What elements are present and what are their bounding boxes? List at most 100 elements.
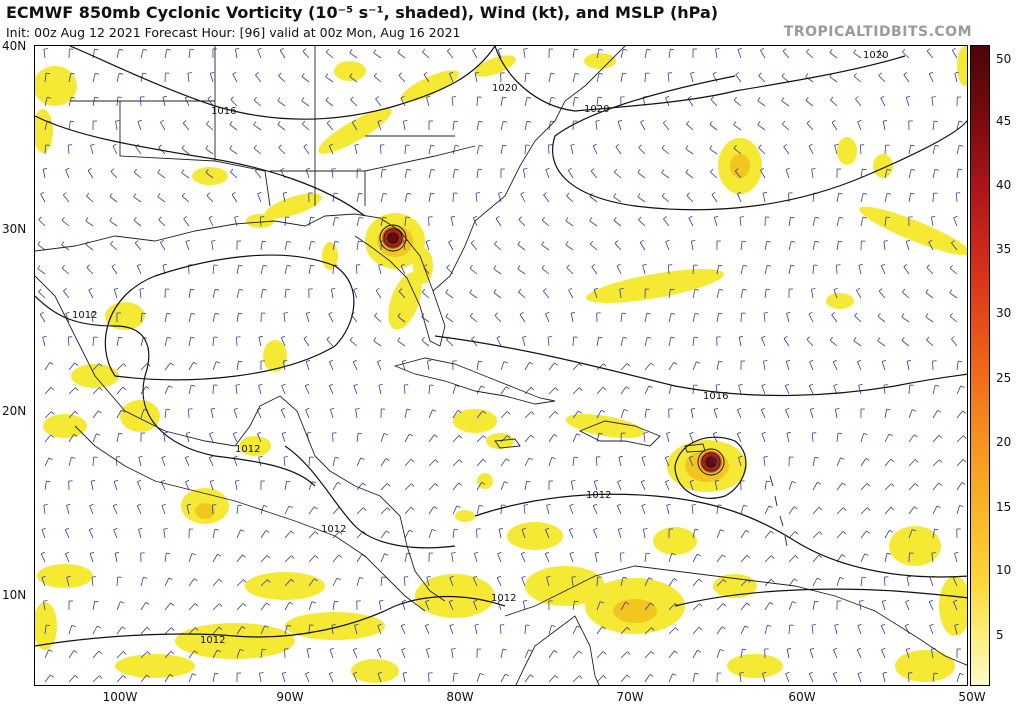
wind-barb [715, 49, 718, 59]
wind-barb-flag [889, 529, 894, 533]
wind-barb-flag [262, 648, 267, 650]
wind-barb [520, 553, 526, 563]
wind-barb [301, 100, 310, 107]
wind-barb [785, 409, 790, 419]
wind-barb [302, 51, 310, 59]
wind-barb [161, 457, 166, 467]
wind-barb [713, 217, 718, 227]
wind-barb [568, 290, 574, 299]
wind-barb-flag [403, 240, 408, 242]
wind-barb [284, 505, 290, 515]
wind-barb [592, 505, 598, 515]
wind-barb-flag [400, 95, 405, 99]
wind-barb-flag [401, 623, 406, 627]
wind-barb-flag [689, 479, 695, 482]
wind-barb-flag [615, 144, 620, 148]
wind-barb-flag [402, 599, 407, 602]
wind-barb-flag [426, 575, 431, 578]
wind-barb-flag [766, 240, 771, 243]
wind-barb [331, 169, 334, 179]
wind-barb [930, 217, 934, 227]
wind-barb-flag [915, 459, 919, 463]
wind-barb-flag [171, 627, 175, 631]
wind-barb-flag [502, 96, 507, 99]
wind-barb-flag [161, 503, 166, 506]
wind-barb-flag [670, 48, 675, 51]
wind-barb [596, 73, 600, 83]
wind-barb [404, 433, 410, 443]
wind-barb [735, 74, 742, 83]
wind-barb-flag [576, 625, 581, 629]
wind-barb [882, 673, 886, 683]
wind-barb-flag [43, 168, 48, 170]
wind-barb-flag [530, 434, 535, 439]
wind-barb [308, 217, 311, 227]
wind-barb-flag [809, 383, 814, 387]
wind-barb [140, 96, 142, 107]
wind-barb-flag [400, 263, 405, 267]
vorticity-strong-patch [195, 503, 215, 519]
wind-barb [332, 264, 335, 275]
wind-barb [424, 625, 430, 635]
wind-barb-flag [523, 48, 528, 50]
wind-barb-flag [673, 578, 678, 582]
wind-barb-flag [162, 95, 167, 98]
wind-barb [86, 195, 94, 203]
wind-barb-flag [185, 479, 190, 483]
wind-barb [377, 625, 382, 635]
wind-barb [134, 242, 142, 251]
wind-barb-flag [95, 72, 100, 75]
wind-barb-flag [746, 602, 751, 606]
wind-barb [881, 361, 886, 371]
wind-barb [809, 409, 814, 419]
wind-barb-flag [89, 503, 94, 507]
wind-barb [349, 76, 358, 83]
wind-barb [908, 169, 912, 179]
wind-barb-flag [888, 433, 893, 437]
wind-barb [330, 409, 334, 419]
wind-barb-flag [218, 626, 223, 631]
wind-barb [614, 243, 622, 251]
wind-barb-flag [430, 192, 435, 195]
wind-barb-flag [579, 675, 583, 679]
vorticity-patch [873, 154, 893, 178]
isobar-label: 1016 [703, 391, 728, 402]
wind-barb-flag [422, 48, 426, 53]
wind-barb [883, 385, 886, 395]
wind-barb-flag [565, 241, 569, 245]
wind-barb-flag [496, 335, 501, 339]
wind-barb-flag [337, 481, 342, 485]
wind-barb-flag [575, 72, 580, 75]
wind-barb-flag [523, 168, 528, 170]
wind-barb [92, 410, 99, 419]
wind-barb [188, 337, 192, 347]
wind-barb-flag [666, 503, 671, 506]
wind-barb-flag [359, 577, 364, 579]
wind-barb [925, 316, 934, 323]
wind-barb [812, 264, 815, 275]
wind-barb-flag [405, 216, 410, 218]
wind-barb [421, 340, 430, 347]
wind-barb [884, 217, 887, 227]
wind-barb [783, 338, 790, 347]
wind-barb-flag [480, 385, 485, 389]
wind-barb-flag [646, 48, 651, 51]
wind-barb [183, 218, 190, 227]
wind-barb-flag [91, 312, 96, 314]
wind-barb [116, 433, 120, 443]
wind-barb-flag [375, 96, 379, 100]
wind-barb [714, 481, 718, 491]
wind-barb [904, 625, 910, 635]
wind-barb [637, 172, 646, 179]
wind-barb-flag [407, 192, 412, 195]
wind-barb [596, 410, 602, 419]
wind-barb-flag [833, 647, 838, 651]
wind-barb [476, 169, 479, 179]
wind-barb-flag [554, 362, 558, 366]
wind-barb-flag [709, 145, 713, 150]
wind-barb-flag [262, 288, 267, 291]
wind-barb-flag [215, 312, 220, 315]
wind-barb [236, 529, 241, 539]
wind-barb [884, 169, 888, 179]
wind-barb [805, 100, 814, 107]
